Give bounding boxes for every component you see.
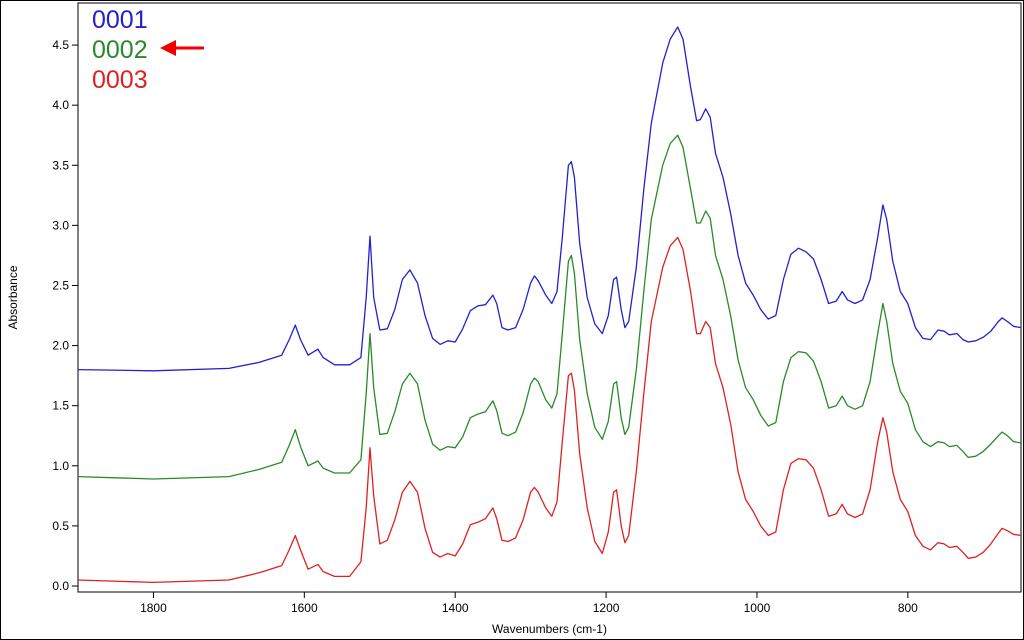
series-line-0002 [77, 134, 1022, 480]
y-tick-label: 3.0 [52, 218, 69, 232]
plot-area [77, 2, 1022, 593]
y-tick-label: 1.0 [52, 459, 69, 473]
y-tick-label: 3.5 [52, 158, 69, 172]
series-line-0003 [77, 236, 1022, 584]
y-tick-label: 2.5 [52, 278, 69, 292]
legend-entry-0002: 0002 [92, 36, 148, 64]
y-tick-label: 2.0 [52, 339, 69, 353]
legend-entry-0001: 0001 [92, 6, 148, 34]
x-tick-label: 1000 [744, 601, 771, 615]
x-tick-label: 1200 [593, 601, 620, 615]
y-tick-label: 1.5 [52, 399, 69, 413]
x-tick-label: 800 [898, 601, 918, 615]
series-layer [77, 26, 1022, 584]
y-tick-label: 0.5 [52, 519, 69, 533]
y-tick-label: 4.0 [52, 98, 69, 112]
x-tick-label: 1400 [442, 601, 469, 615]
y-tick-label: 4.5 [52, 38, 69, 52]
legend-arrow-icon [160, 40, 204, 56]
x-axis: 1800 1600 1400 1200 1000 800 [140, 592, 918, 615]
y-tick-label: 0.0 [52, 579, 69, 593]
x-tick-label: 1800 [140, 601, 167, 615]
y-axis-label: Absorbance [6, 265, 20, 329]
x-tick-label: 1600 [291, 601, 318, 615]
series-line-0001 [77, 26, 1022, 372]
x-axis-label: Wavenumbers (cm-1) [492, 622, 607, 636]
plot-border [77, 2, 1022, 593]
legend-entry-0003: 0003 [92, 66, 148, 94]
y-axis: 0.0 0.5 1.0 1.5 2.0 2.5 3.0 3.5 4.0 4.5 [52, 38, 78, 593]
